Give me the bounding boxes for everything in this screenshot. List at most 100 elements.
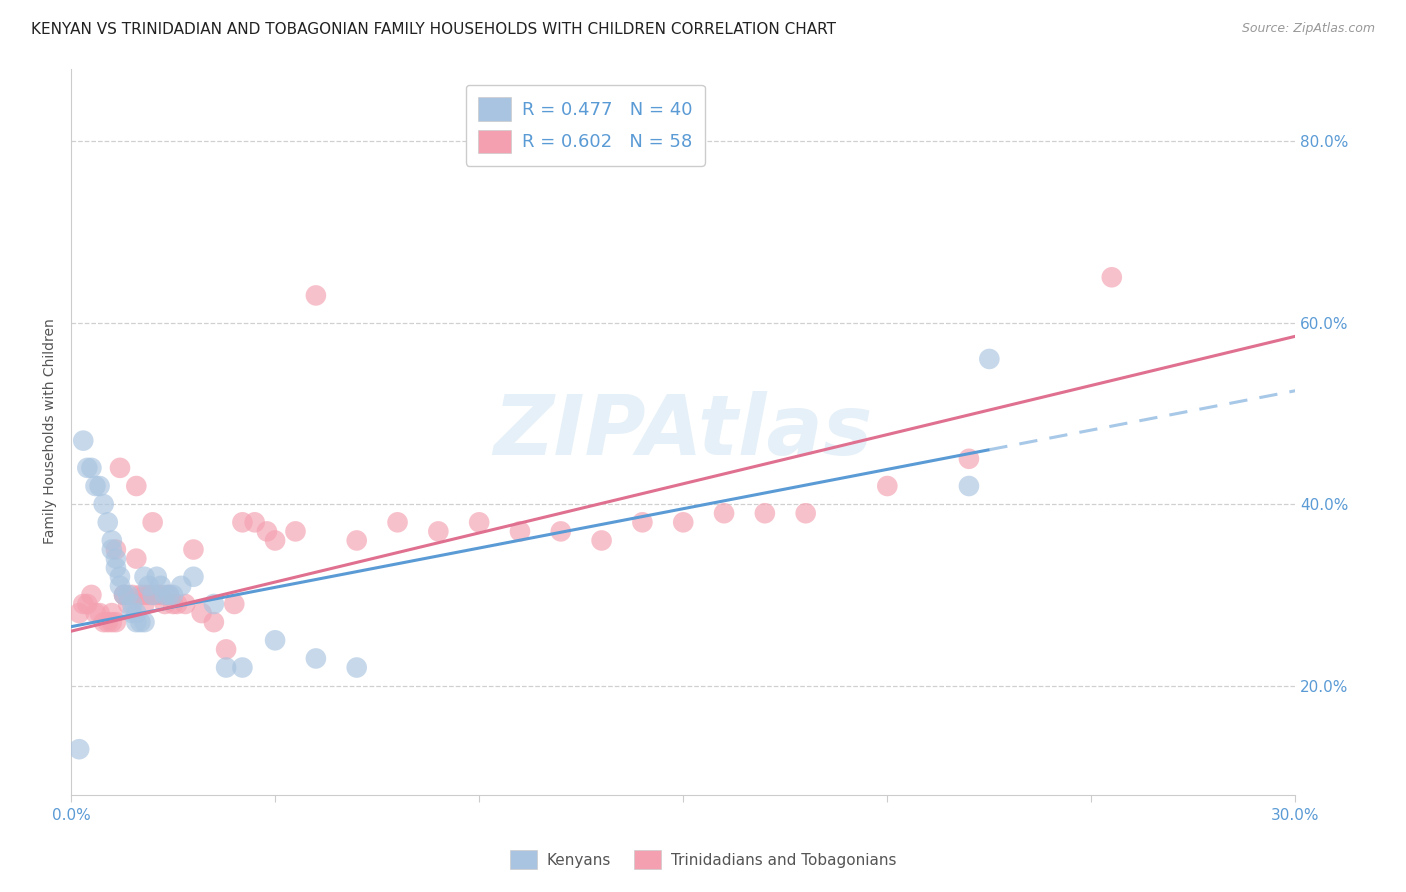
Text: Source: ZipAtlas.com: Source: ZipAtlas.com: [1241, 22, 1375, 36]
Point: [183, 542, 205, 557]
Point: [101, 615, 124, 629]
Point: [104, 551, 127, 566]
Point: [134, 588, 156, 602]
Point: [108, 570, 131, 584]
Point: [346, 533, 368, 548]
Point: [138, 588, 160, 602]
Point: [305, 288, 328, 302]
Point: [84, 479, 107, 493]
Point: [145, 588, 167, 602]
Point: [190, 606, 212, 620]
Point: [67, 606, 90, 620]
Point: [134, 570, 156, 584]
Point: [108, 461, 131, 475]
Point: [80, 461, 103, 475]
Point: [72, 597, 94, 611]
Point: [112, 588, 135, 602]
Point: [672, 516, 695, 530]
Point: [509, 524, 531, 539]
Point: [101, 542, 124, 557]
Point: [149, 588, 172, 602]
Point: [256, 524, 278, 539]
Point: [72, 434, 94, 448]
Point: [202, 597, 225, 611]
Point: [153, 597, 176, 611]
Point: [121, 606, 143, 620]
Point: [101, 606, 124, 620]
Point: [129, 588, 152, 602]
Point: [215, 660, 238, 674]
Point: [142, 588, 165, 602]
Point: [134, 597, 156, 611]
Point: [67, 742, 90, 756]
Point: [80, 588, 103, 602]
Point: [134, 615, 156, 629]
Text: ZIPAtlas: ZIPAtlas: [494, 391, 873, 472]
Point: [145, 570, 167, 584]
Point: [84, 606, 107, 620]
Point: [631, 516, 654, 530]
Point: [754, 506, 776, 520]
Point: [97, 615, 120, 629]
Point: [427, 524, 450, 539]
Point: [93, 615, 115, 629]
Point: [125, 606, 148, 620]
Point: [93, 497, 115, 511]
Point: [89, 479, 111, 493]
Text: KENYAN VS TRINIDADIAN AND TOBAGONIAN FAMILY HOUSEHOLDS WITH CHILDREN CORRELATION: KENYAN VS TRINIDADIAN AND TOBAGONIAN FAM…: [31, 22, 837, 37]
Point: [794, 506, 817, 520]
Point: [97, 516, 120, 530]
Point: [957, 479, 980, 493]
Point: [125, 551, 148, 566]
Point: [346, 660, 368, 674]
Point: [112, 588, 135, 602]
Point: [76, 461, 98, 475]
Point: [104, 615, 127, 629]
Point: [264, 533, 287, 548]
Point: [162, 597, 184, 611]
Point: [170, 579, 193, 593]
Point: [957, 451, 980, 466]
Point: [142, 588, 165, 602]
Point: [89, 606, 111, 620]
Point: [157, 588, 180, 602]
Point: [183, 570, 205, 584]
Point: [243, 516, 266, 530]
Legend: Kenyans, Trinidadians and Tobagonians: Kenyans, Trinidadians and Tobagonians: [503, 844, 903, 875]
Point: [979, 351, 1001, 366]
Point: [202, 615, 225, 629]
Point: [162, 588, 184, 602]
Point: [138, 579, 160, 593]
Point: [550, 524, 572, 539]
Point: [387, 516, 409, 530]
Point: [142, 516, 165, 530]
Point: [117, 588, 139, 602]
Point: [468, 516, 491, 530]
Point: [112, 588, 135, 602]
Point: [129, 615, 152, 629]
Point: [224, 597, 246, 611]
Point: [264, 633, 287, 648]
Point: [1101, 270, 1123, 285]
Point: [284, 524, 307, 539]
Point: [231, 516, 253, 530]
Point: [231, 660, 253, 674]
Point: [305, 651, 328, 665]
Point: [153, 588, 176, 602]
Point: [121, 597, 143, 611]
Point: [104, 560, 127, 574]
Point: [101, 533, 124, 548]
Point: [174, 597, 197, 611]
Legend: R = 0.477   N = 40, R = 0.602   N = 58: R = 0.477 N = 40, R = 0.602 N = 58: [465, 85, 704, 166]
Point: [591, 533, 613, 548]
Point: [149, 579, 172, 593]
Y-axis label: Family Households with Children: Family Households with Children: [44, 318, 58, 544]
Point: [117, 597, 139, 611]
Point: [125, 615, 148, 629]
Point: [76, 597, 98, 611]
Point: [166, 597, 188, 611]
Point: [108, 579, 131, 593]
Point: [121, 588, 143, 602]
Point: [104, 542, 127, 557]
Point: [125, 479, 148, 493]
